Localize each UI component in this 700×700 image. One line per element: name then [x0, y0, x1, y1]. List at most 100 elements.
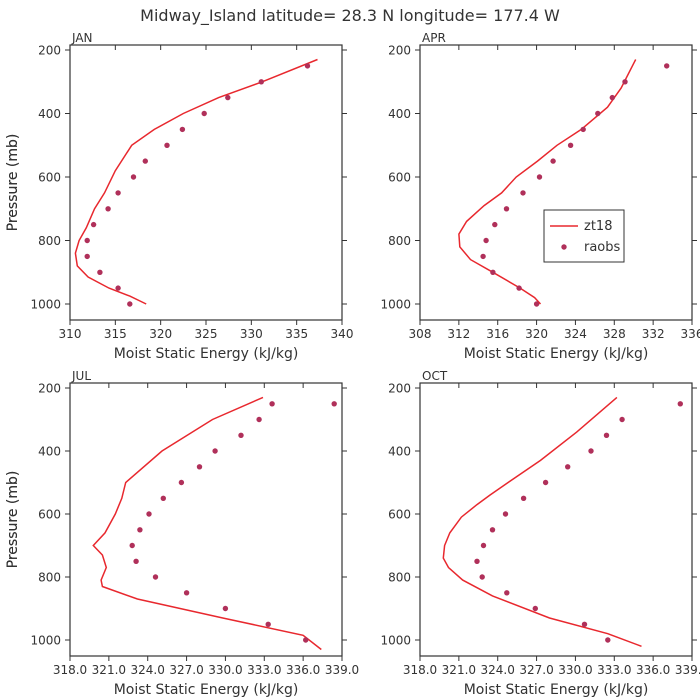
y-axis-label: Pressure (mb): [5, 471, 21, 569]
x-tick-label: 320: [149, 327, 172, 341]
data-point-raobs: [179, 126, 186, 133]
x-tick-label: 330.0: [558, 663, 592, 677]
data-point-raobs: [133, 558, 139, 564]
plot-frame: [69, 44, 343, 321]
y-tick-label: 600: [38, 508, 61, 522]
data-point-raobs: [664, 63, 670, 69]
x-axis-label: Moist Static Energy (kJ/kg): [114, 346, 299, 362]
x-tick-label: 330: [240, 327, 263, 341]
x-tick-label: 339.0: [675, 663, 700, 677]
x-tick-label: 333.0: [247, 663, 281, 677]
x-tick-label: 321.0: [442, 663, 476, 677]
data-point-raobs: [152, 574, 159, 580]
data-point-raobs: [567, 142, 574, 148]
x-tick-label: 324: [564, 327, 587, 341]
data-point-raobs: [520, 495, 527, 501]
data-point-raobs: [178, 479, 185, 486]
x-tick-label: 330.0: [208, 663, 242, 677]
panel-jan: JAN 310 315 320 325 330 335 340 200 400 600 800 1000…: [5, 31, 353, 362]
data-point-raobs: [595, 110, 601, 117]
series-line-zt18: [92, 396, 322, 651]
data-point-raobs: [115, 190, 121, 196]
data-point-raobs: [97, 269, 103, 275]
data-point-raobs: [146, 511, 152, 517]
data-point-raobs: [225, 94, 231, 101]
panel-oct: OCT 318.0 321.0 324.0 327.0 330.0 333.0 336.0 33…: [5, 369, 700, 698]
panel-jul: JUL 318.0 321.0 324.0 327.0 330.0 333.0 336.0 33…: [5, 369, 359, 698]
data-point-raobs: [105, 206, 111, 212]
data-point-raobs: [542, 479, 549, 486]
data-point-raobs: [489, 527, 496, 533]
y-tick-label: 600: [38, 171, 61, 185]
y-tick-label: 1000: [30, 298, 61, 312]
data-point-raobs: [480, 253, 486, 260]
x-tick-label: 333.0: [597, 663, 631, 677]
data-point-raobs: [265, 621, 271, 627]
panel-label: APR: [422, 31, 446, 45]
data-point-raobs: [490, 269, 496, 275]
data-point-raobs: [160, 495, 166, 501]
plot-area: [92, 396, 337, 651]
data-point-raobs: [142, 158, 148, 164]
data-point-raobs: [258, 79, 264, 85]
panels: JAN 310 315 320 325 330 335 340 200 400 600 800 1000…: [5, 31, 700, 698]
data-point-raobs: [550, 158, 556, 164]
legend-label: zt18: [584, 219, 612, 234]
data-point-raobs: [533, 301, 540, 307]
data-point-raobs: [479, 574, 485, 580]
x-tick-label: 318.0: [53, 663, 87, 677]
data-point-raobs: [256, 416, 262, 423]
plot-frame: [69, 382, 343, 657]
data-point-raobs: [536, 174, 543, 180]
x-tick-label: 332: [642, 327, 665, 341]
x-tick-label: 335: [285, 327, 308, 341]
data-point-raobs: [677, 401, 683, 407]
panel-label: JUL: [71, 369, 91, 383]
data-point-raobs: [619, 416, 625, 423]
data-point-raobs: [480, 542, 487, 549]
data-point-raobs: [474, 558, 480, 564]
x-tick-label: 320: [525, 327, 548, 341]
x-tick-label: 310: [59, 327, 82, 341]
series-line-zt18: [442, 396, 642, 648]
data-point-raobs: [622, 79, 628, 85]
legend-label: raobs: [584, 240, 621, 255]
panel-apr: APR 308 312 316 320 324 328 332 336 200 400 600 800 1…: [5, 31, 700, 362]
data-point-raobs: [84, 237, 90, 244]
data-point-raobs: [269, 401, 275, 407]
data-point-raobs: [483, 237, 489, 244]
data-point-raobs: [492, 221, 498, 228]
x-tick-label: 325: [195, 327, 218, 341]
x-tick-label: 339.0: [325, 663, 359, 677]
legend-box: [543, 209, 625, 263]
legend-marker-swatch: [561, 244, 567, 250]
plot-frame: [419, 382, 693, 657]
data-point-raobs: [588, 448, 594, 454]
data-point-raobs: [222, 605, 229, 612]
data-point-raobs: [304, 63, 311, 69]
data-point-raobs: [130, 174, 137, 180]
y-tick-label: 600: [388, 171, 411, 185]
x-tick-label: 324.0: [131, 663, 165, 677]
plot-area: [442, 396, 683, 648]
data-point-raobs: [129, 542, 135, 549]
x-tick-label: 324.0: [481, 663, 515, 677]
y-tick-label: 600: [388, 508, 411, 522]
y-tick-label: 400: [38, 445, 61, 459]
y-tick-label: 1000: [380, 298, 411, 312]
data-point-raobs: [115, 285, 121, 291]
x-axis-label: Moist Static Energy (kJ/kg): [464, 682, 649, 698]
data-point-raobs: [183, 590, 190, 596]
data-point-raobs: [84, 253, 90, 260]
y-axis-label: Pressure (mb): [5, 471, 21, 569]
y-tick-label: 800: [38, 571, 61, 585]
x-tick-label: 327.0: [169, 663, 203, 677]
y-tick-label: 400: [388, 107, 411, 121]
figure-title: Midway_Island latitude= 28.3 N longitude…: [140, 6, 560, 26]
data-point-raobs: [520, 190, 526, 196]
x-tick-label: 336.0: [286, 663, 320, 677]
data-point-raobs: [581, 621, 588, 627]
data-point-raobs: [603, 432, 610, 438]
y-axis-label: Pressure (mb): [5, 134, 21, 232]
